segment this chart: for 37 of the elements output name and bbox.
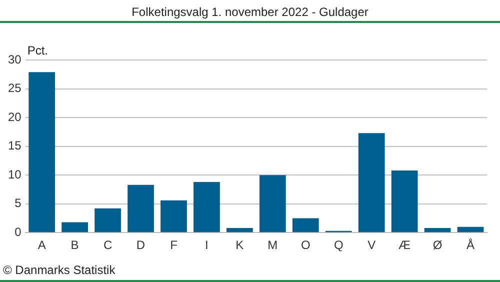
bar bbox=[424, 228, 451, 232]
text: © Danmarks Statistik bbox=[3, 263, 116, 277]
y-axis-title: Pct. bbox=[27, 43, 48, 58]
bar bbox=[391, 170, 418, 232]
bar bbox=[226, 228, 253, 232]
bar bbox=[28, 72, 56, 232]
bar bbox=[194, 182, 220, 232]
y-tick-label: 15 bbox=[8, 138, 22, 153]
x-tick-label: Ø bbox=[432, 238, 442, 252]
x-tick-label: I bbox=[205, 238, 208, 252]
x-tick-label: V bbox=[368, 238, 376, 252]
y-tick-label: 20 bbox=[8, 110, 22, 124]
chart-title: Folketingsvalg 1. november 2022 - Guldager bbox=[0, 0, 500, 23]
x-tick-label: C bbox=[103, 238, 112, 252]
bar bbox=[160, 200, 187, 232]
x-tick-label: M bbox=[268, 238, 278, 252]
x-tick-label: O bbox=[300, 238, 310, 252]
bar bbox=[128, 184, 154, 232]
y-tick-label: 0 bbox=[14, 224, 22, 239]
bar bbox=[457, 226, 484, 232]
bar bbox=[94, 208, 121, 232]
y-tick-label: 5 bbox=[14, 196, 22, 210]
x-tick-label: F bbox=[170, 238, 178, 252]
x-tick-label: Æ bbox=[398, 238, 411, 252]
x-tick-label: K bbox=[236, 238, 244, 252]
bar bbox=[292, 218, 319, 232]
bar bbox=[358, 133, 385, 232]
x-tick-label: D bbox=[136, 238, 146, 252]
bar bbox=[259, 175, 286, 232]
x-tick-label: Q bbox=[334, 238, 344, 252]
x-tick-label: A bbox=[38, 238, 46, 252]
x-tick-label: Å bbox=[466, 238, 475, 252]
y-tick-label: 25 bbox=[8, 81, 22, 96]
y-tick-label: 10 bbox=[8, 167, 22, 182]
bar bbox=[62, 222, 88, 232]
x-tick-label: B bbox=[70, 238, 79, 252]
y-tick-label: 30 bbox=[8, 52, 22, 66]
